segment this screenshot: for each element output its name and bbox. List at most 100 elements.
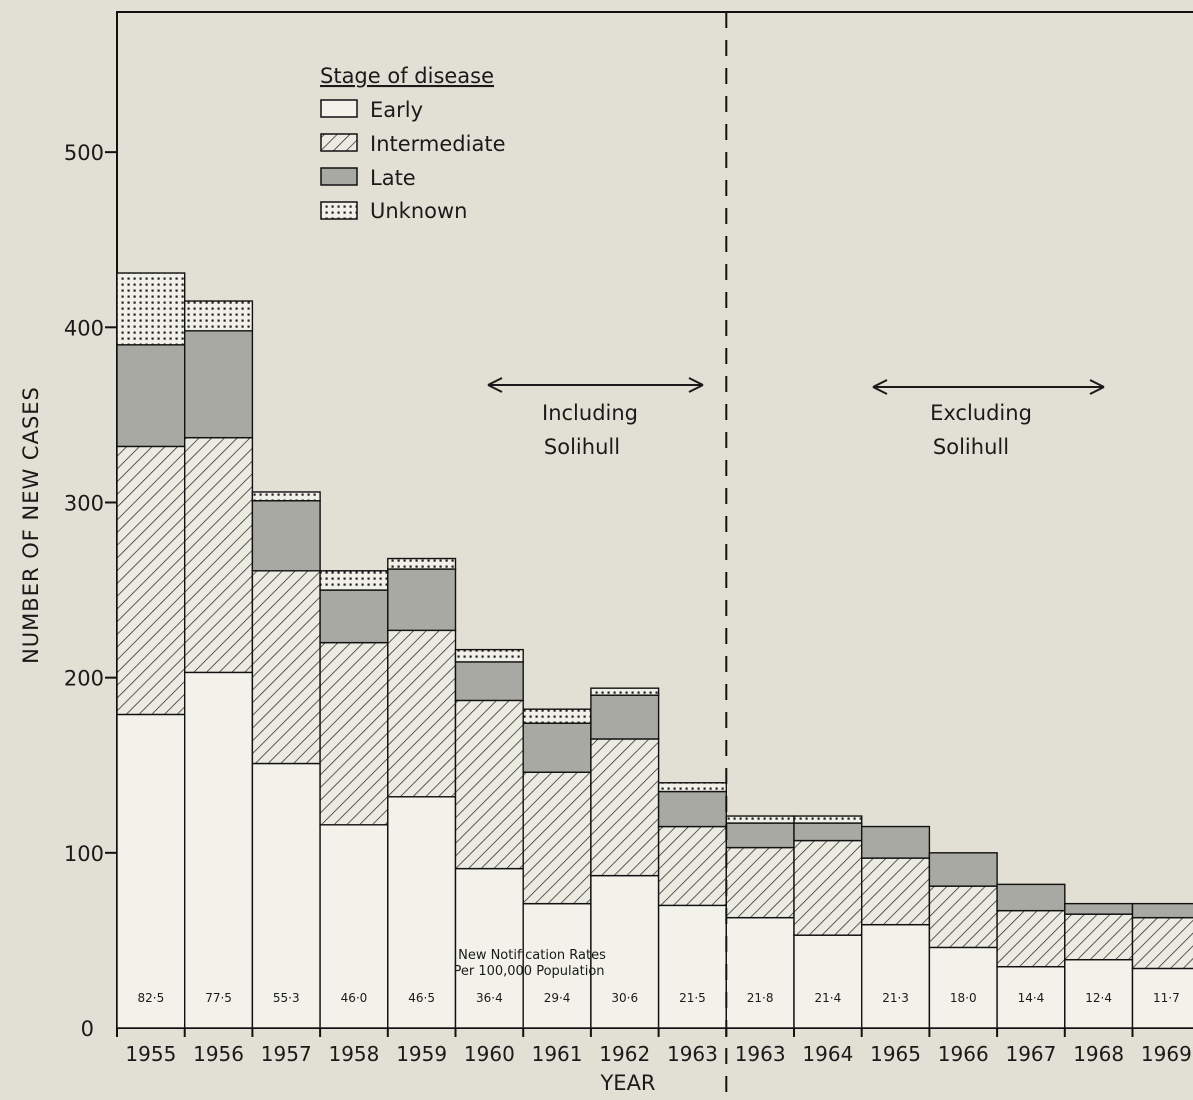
- rates-caption: New Notification Rates Per 100,000 Popul…: [453, 948, 606, 979]
- rates-caption-line1: New Notification Rates: [458, 948, 606, 963]
- x-tick-label-1965-b: 1965: [870, 1042, 921, 1066]
- bar-late-1957: [251, 500, 321, 572]
- excluding-arrow-left-head: [872, 379, 888, 395]
- x-tick-label-1964-b: 1964: [802, 1042, 853, 1066]
- bar-early-1963: [725, 916, 795, 1029]
- bar-late-1962: [590, 694, 660, 740]
- y-tick-label-300: 300: [64, 491, 104, 515]
- bar-early-1967: [996, 965, 1066, 1029]
- x-tick-label-1961: 1961: [532, 1042, 583, 1066]
- legend-swatch-late: [320, 167, 358, 186]
- bar-intermediate-1959: [387, 629, 457, 798]
- rate-label-5: 36·4: [476, 991, 503, 1005]
- rate-label-10: 21·4: [814, 991, 841, 1005]
- rate-label-0: 82·5: [137, 991, 164, 1005]
- legend-swatch-early: [320, 99, 358, 118]
- x-tick-label-1957: 1957: [261, 1042, 312, 1066]
- rate-label-13: 14·4: [1018, 991, 1045, 1005]
- rate-label-4: 46·5: [408, 991, 435, 1005]
- bar-late-1964: [793, 822, 863, 842]
- bar-late-1958: [319, 589, 389, 644]
- x-tick-label-1958: 1958: [328, 1042, 379, 1066]
- bar-early-1964: [793, 934, 863, 1029]
- including-arrow-right-head: [688, 377, 704, 393]
- x-tick-label-1956: 1956: [193, 1042, 244, 1066]
- bar-early-1956: [183, 671, 254, 1029]
- bar-late-1963: [725, 822, 795, 849]
- bar-late-1955: [116, 344, 186, 448]
- rate-label-12: 18·0: [950, 991, 977, 1005]
- rate-label-7: 30·6: [611, 991, 638, 1005]
- y-tick-label-100: 100: [64, 842, 104, 866]
- annotation-including: Including Solihull: [487, 377, 704, 459]
- y-tick-label-400: 400: [64, 316, 104, 340]
- bar-late-1968: [1064, 902, 1134, 915]
- bar-late-1965: [861, 825, 931, 859]
- bar-intermediate-1965: [861, 857, 931, 926]
- bar-intermediate-1958: [319, 641, 389, 826]
- bar-late-1956: [183, 330, 254, 439]
- bar-early-1957: [251, 762, 321, 1029]
- bar-unknown-1964: [793, 815, 863, 824]
- x-tick-label-1968-b: 1968: [1073, 1042, 1124, 1066]
- bar-early-1963: [657, 904, 727, 1029]
- bar-intermediate-1960: [454, 699, 524, 870]
- bar-unknown-1962: [590, 687, 660, 696]
- legend-label-late: Late: [370, 166, 416, 190]
- excluding-label-line2: Solihull: [933, 435, 1009, 459]
- excluding-label-line1: Excluding: [930, 401, 1032, 425]
- bar-unknown-1963: [725, 815, 795, 824]
- x-tick-label-1959: 1959: [396, 1042, 447, 1066]
- rates-caption-line2: Per 100,000 Population: [453, 964, 604, 979]
- bar-late-1960: [454, 661, 524, 702]
- bar-unknown-1961: [522, 708, 592, 724]
- rate-label-14: 12·4: [1085, 991, 1112, 1005]
- x-axis-label: YEAR: [599, 1071, 655, 1095]
- bar-early-1955: [116, 713, 186, 1029]
- legend-swatch-unknown: [320, 201, 358, 220]
- bar-unknown-1959: [387, 557, 457, 570]
- legend: Stage of disease Early Intermediate Late…: [320, 64, 506, 223]
- bar-late-1967: [996, 883, 1066, 912]
- x-tick-label-1969-b: 1969: [1141, 1042, 1192, 1066]
- including-arrow-left-head: [487, 377, 503, 393]
- legend-label-intermediate: Intermediate: [370, 132, 506, 156]
- bar-intermediate-1963: [657, 825, 727, 907]
- y-axis-label: NUMBER OF NEW CASES: [19, 386, 43, 664]
- bar-intermediate-1969: [1131, 916, 1193, 970]
- y-tick-label-200: 200: [64, 667, 104, 691]
- bar-intermediate-1961: [522, 771, 592, 905]
- excluding-arrow-right-head: [1089, 379, 1105, 395]
- rate-label-15: 11·7: [1153, 991, 1180, 1005]
- legend-swatch-intermediate: [320, 133, 358, 152]
- bar-intermediate-1963: [725, 846, 795, 919]
- bar-intermediate-1968: [1064, 913, 1134, 961]
- rate-label-8: 21·5: [679, 991, 706, 1005]
- bar-intermediate-1957: [251, 570, 321, 765]
- x-tick-label-1963-b: 1963: [735, 1042, 786, 1066]
- x-tick-label-1967-b: 1967: [1005, 1042, 1056, 1066]
- legend-label-unknown: Unknown: [370, 199, 467, 223]
- including-label-line1: Including: [542, 401, 638, 425]
- bar-intermediate-1956: [183, 436, 254, 674]
- bar-unknown-1960: [454, 648, 524, 663]
- bar-late-1959: [387, 568, 457, 632]
- bar-late-1961: [522, 722, 592, 773]
- bar-late-1966: [928, 852, 998, 887]
- rate-label-11: 21·3: [882, 991, 909, 1005]
- x-tick-label-1966-b: 1966: [938, 1042, 989, 1066]
- bar-early-1965: [861, 923, 931, 1029]
- bar-unknown-1956: [183, 300, 254, 332]
- bar-unknown-1963: [657, 782, 727, 793]
- rate-label-6: 29·4: [544, 991, 571, 1005]
- bar-unknown-1958: [319, 570, 389, 591]
- y-tick-label-500: 500: [64, 141, 104, 165]
- legend-label-early: Early: [370, 98, 423, 122]
- legend-title: Stage of disease: [320, 64, 494, 88]
- including-label-line2: Solihull: [544, 435, 620, 459]
- annotation-excluding: Excluding Solihull: [872, 379, 1105, 459]
- x-tick-label-1955: 1955: [125, 1042, 176, 1066]
- bar-early-1966: [928, 946, 998, 1029]
- bar-intermediate-1966: [928, 885, 998, 949]
